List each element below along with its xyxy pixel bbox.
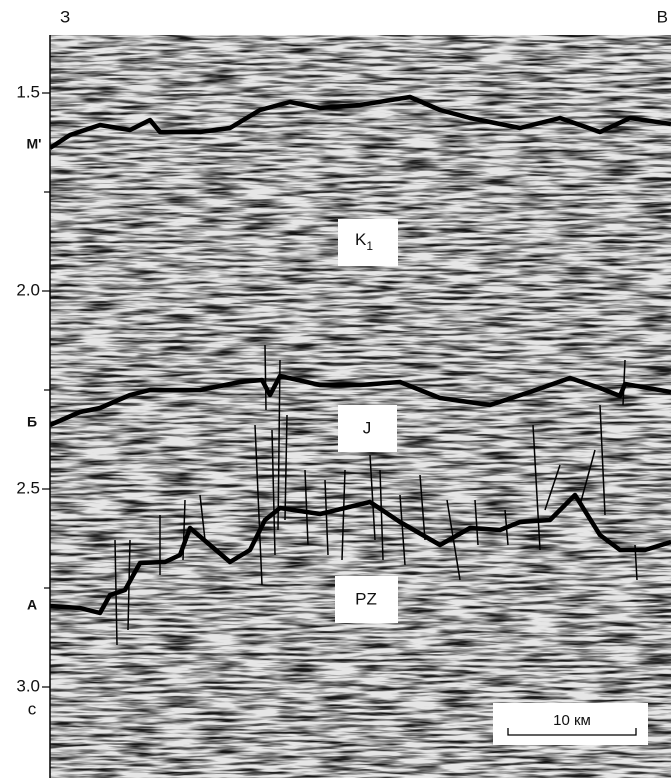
fault	[532, 424, 541, 551]
fault	[277, 359, 281, 531]
direction-west: З	[60, 7, 70, 26]
fault	[264, 344, 267, 411]
y-axis-unit: с	[28, 699, 37, 718]
y-tick-label: 1.5	[16, 82, 40, 101]
y-ticks	[42, 92, 50, 688]
unit-label-sub: 1	[366, 239, 373, 253]
label-box	[335, 576, 398, 623]
horizon-label: М'	[27, 136, 42, 152]
fault	[579, 449, 596, 506]
fault	[544, 464, 561, 511]
fault	[341, 469, 346, 561]
fault	[399, 494, 406, 566]
fault	[622, 359, 626, 406]
fault	[127, 539, 131, 631]
unit-label: PZ	[355, 589, 377, 608]
fault	[634, 544, 638, 581]
fault	[304, 469, 309, 546]
unit-label: J	[363, 418, 372, 437]
horizon-label: Б	[27, 414, 37, 430]
fault	[474, 499, 479, 546]
faults	[114, 344, 638, 646]
horizon-m	[50, 94, 671, 150]
scale-bar	[507, 728, 637, 736]
fault	[599, 404, 606, 516]
y-tick-label: 2.5	[16, 478, 40, 497]
unit-label: K1	[355, 230, 373, 253]
fault	[254, 424, 263, 586]
label-box	[338, 219, 398, 266]
direction-east: В	[657, 7, 668, 26]
y-tick-label: 2.0	[16, 280, 40, 299]
fault	[114, 539, 118, 646]
fault	[446, 499, 461, 581]
fault	[199, 494, 206, 541]
label-box	[338, 405, 397, 452]
scale-box	[493, 703, 648, 745]
fault	[369, 454, 376, 541]
horizon-b	[50, 373, 671, 428]
fault	[379, 469, 384, 561]
fault	[284, 414, 288, 521]
horizon-label: А	[27, 597, 37, 613]
fault	[182, 499, 186, 561]
fault	[504, 509, 509, 546]
fault	[271, 429, 276, 556]
y-tick-label: 3.0	[16, 676, 40, 695]
unit-label-main: K	[355, 230, 367, 249]
fault	[419, 474, 426, 541]
fault	[324, 479, 329, 556]
horizon-a	[50, 492, 671, 616]
scale-label: 10 км	[553, 712, 591, 729]
